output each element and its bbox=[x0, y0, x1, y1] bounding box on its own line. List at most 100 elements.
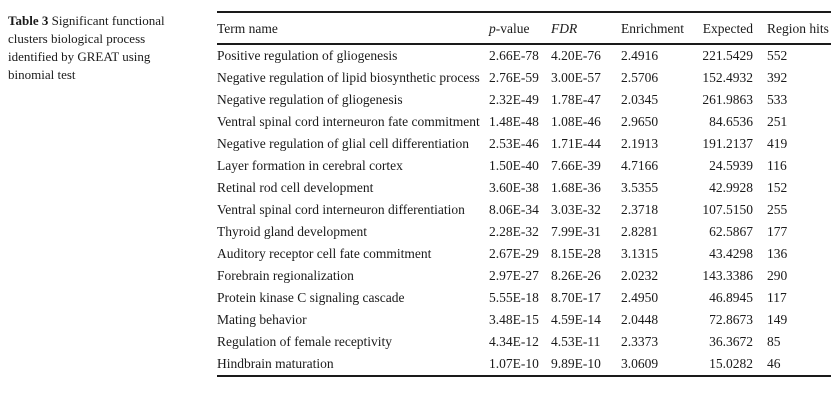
cell-p-value: 2.53E-46 bbox=[489, 136, 539, 151]
table-row: Hindbrain maturation 1.07E-10 9.89E-10 3.06… bbox=[217, 353, 831, 376]
column-header-region-hits: Region hits bbox=[767, 12, 831, 45]
cell-expected: 191.2137 bbox=[702, 136, 753, 151]
cell-fdr: 1.08E-46 bbox=[551, 114, 601, 129]
cell-term-name: Regulation of female receptivity bbox=[217, 334, 393, 349]
table-row: Ventral spinal cord interneuron fate com… bbox=[217, 111, 831, 133]
table-caption-label: Table 3 bbox=[8, 13, 49, 28]
cell-expected: 84.6536 bbox=[709, 114, 753, 129]
cell-expected: 221.5429 bbox=[702, 48, 753, 63]
cell-region-hits: 419 bbox=[767, 136, 788, 151]
table-row: Mating behavior 3.48E-15 4.59E-14 2.0448 72.… bbox=[217, 309, 831, 331]
table-row: Layer formation in cerebral cortex 1.50E-… bbox=[217, 155, 831, 177]
cell-p-value: 2.67E-29 bbox=[489, 246, 539, 261]
cell-p-value: 2.97E-27 bbox=[489, 268, 539, 283]
cell-term-name: Hindbrain maturation bbox=[217, 356, 334, 371]
cell-fdr: 3.03E-32 bbox=[551, 202, 601, 217]
cell-expected: 107.5150 bbox=[702, 202, 753, 217]
cell-expected: 24.5939 bbox=[709, 158, 753, 173]
cell-fdr: 8.26E-26 bbox=[551, 268, 601, 283]
cell-fdr: 1.71E-44 bbox=[551, 136, 601, 151]
cell-fdr: 7.99E-31 bbox=[551, 224, 601, 239]
cell-fdr: 4.59E-14 bbox=[551, 312, 601, 327]
cell-fdr: 1.78E-47 bbox=[551, 92, 601, 107]
cell-p-value: 8.06E-34 bbox=[489, 202, 539, 217]
column-header-p-value: p-value bbox=[489, 12, 551, 45]
cell-enrichment: 2.0345 bbox=[621, 92, 659, 107]
cell-enrichment: 2.3373 bbox=[621, 334, 659, 349]
cell-term-name: Ventral spinal cord interneuron differen… bbox=[217, 202, 465, 217]
cell-p-value: 1.07E-10 bbox=[489, 356, 539, 371]
table-header-row: Term name p-value FDR Enrichment Expecte… bbox=[217, 12, 831, 45]
cell-fdr: 7.66E-39 bbox=[551, 158, 601, 173]
cell-expected: 46.8945 bbox=[709, 290, 753, 305]
cell-expected: 261.9863 bbox=[702, 92, 753, 107]
cell-p-value: 3.60E-38 bbox=[489, 180, 539, 195]
cell-p-value: 1.50E-40 bbox=[489, 158, 539, 173]
table-row: Negative regulation of lipid biosyntheti… bbox=[217, 67, 831, 89]
results-table-container: Term name p-value FDR Enrichment Expecte… bbox=[217, 11, 831, 377]
cell-term-name: Retinal rod cell development bbox=[217, 180, 374, 195]
cell-p-value: 5.55E-18 bbox=[489, 290, 539, 305]
cell-fdr: 8.15E-28 bbox=[551, 246, 601, 261]
cell-term-name: Layer formation in cerebral cortex bbox=[217, 158, 403, 173]
p-value-rest: -value bbox=[495, 21, 530, 36]
cell-enrichment: 2.9650 bbox=[621, 114, 659, 129]
cell-region-hits: 552 bbox=[767, 48, 788, 63]
cell-fdr: 3.00E-57 bbox=[551, 70, 601, 85]
cell-enrichment: 2.4916 bbox=[621, 48, 659, 63]
cell-p-value: 2.32E-49 bbox=[489, 92, 539, 107]
table-row: Forebrain regionalization 2.97E-27 8.26E-2… bbox=[217, 265, 831, 287]
cell-region-hits: 290 bbox=[767, 268, 788, 283]
cell-fdr: 1.68E-36 bbox=[551, 180, 601, 195]
cell-enrichment: 2.8281 bbox=[621, 224, 659, 239]
cell-fdr: 8.70E-17 bbox=[551, 290, 601, 305]
table-row: Negative regulation of gliogenesis 2.32E-… bbox=[217, 89, 831, 111]
table-body: Positive regulation of gliogenesis 2.66E-… bbox=[217, 44, 831, 376]
cell-term-name: Ventral spinal cord interneuron fate com… bbox=[217, 114, 480, 129]
cell-region-hits: 251 bbox=[767, 114, 788, 129]
cell-region-hits: 46 bbox=[767, 356, 781, 371]
table-row: Auditory receptor cell fate commitment 2.… bbox=[217, 243, 831, 265]
cell-region-hits: 149 bbox=[767, 312, 788, 327]
table-row: Protein kinase C signaling cascade 5.55E-… bbox=[217, 287, 831, 309]
column-header-expected: Expected bbox=[701, 12, 767, 45]
cell-p-value: 1.48E-48 bbox=[489, 114, 539, 129]
cell-enrichment: 3.1315 bbox=[621, 246, 659, 261]
cell-expected: 152.4932 bbox=[702, 70, 753, 85]
cell-p-value: 2.28E-32 bbox=[489, 224, 539, 239]
cell-region-hits: 116 bbox=[767, 158, 787, 173]
cell-expected: 43.4298 bbox=[709, 246, 753, 261]
cell-term-name: Negative regulation of gliogenesis bbox=[217, 92, 403, 107]
cell-expected: 42.9928 bbox=[709, 180, 753, 195]
cell-enrichment: 2.5706 bbox=[621, 70, 659, 85]
table-row: Negative regulation of glial cell differ… bbox=[217, 133, 831, 155]
cell-region-hits: 152 bbox=[767, 180, 788, 195]
table-row: Ventral spinal cord interneuron differen… bbox=[217, 199, 831, 221]
cell-region-hits: 255 bbox=[767, 202, 788, 217]
cell-expected: 62.5867 bbox=[709, 224, 753, 239]
cell-term-name: Forebrain regionalization bbox=[217, 268, 354, 283]
cell-region-hits: 177 bbox=[767, 224, 788, 239]
table-row: Regulation of female receptivity 4.34E-12… bbox=[217, 331, 831, 353]
cell-expected: 36.3672 bbox=[709, 334, 753, 349]
cell-region-hits: 533 bbox=[767, 92, 788, 107]
column-header-fdr: FDR bbox=[551, 12, 621, 45]
cell-p-value: 2.66E-78 bbox=[489, 48, 539, 63]
cell-term-name: Positive regulation of gliogenesis bbox=[217, 48, 398, 63]
cell-enrichment: 2.3718 bbox=[621, 202, 659, 217]
cell-p-value: 2.76E-59 bbox=[489, 70, 539, 85]
cell-term-name: Auditory receptor cell fate commitment bbox=[217, 246, 432, 261]
cell-fdr: 4.53E-11 bbox=[551, 334, 601, 349]
table-row: Retinal rod cell development 3.60E-38 1.68… bbox=[217, 177, 831, 199]
cell-region-hits: 136 bbox=[767, 246, 788, 261]
cell-enrichment: 2.1913 bbox=[621, 136, 659, 151]
cell-enrichment: 2.0232 bbox=[621, 268, 659, 283]
cell-region-hits: 85 bbox=[767, 334, 781, 349]
table-caption-text: Significant functional clusters biologic… bbox=[8, 13, 165, 82]
results-table: Term name p-value FDR Enrichment Expecte… bbox=[217, 11, 831, 377]
cell-enrichment: 4.7166 bbox=[621, 158, 659, 173]
cell-term-name: Protein kinase C signaling cascade bbox=[217, 290, 405, 305]
cell-enrichment: 2.0448 bbox=[621, 312, 659, 327]
cell-term-name: Mating behavior bbox=[217, 312, 307, 327]
